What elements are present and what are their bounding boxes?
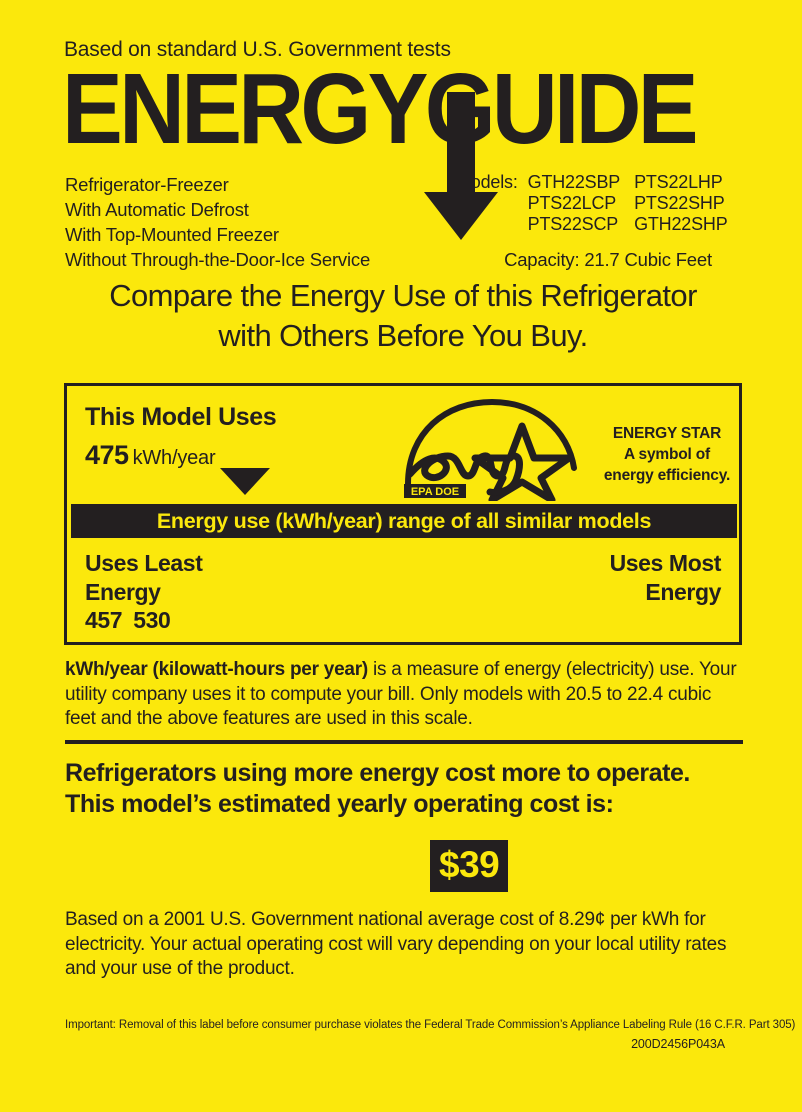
model-number: PTS22LCP [527,193,617,213]
label-content: Based on standard U.S. Government tests … [62,0,795,1112]
kwh-explanation-bold: kWh/year (kilowatt-hours per year) [65,659,368,680]
energy-star-line-3: energy efficiency. [603,467,731,484]
energy-star-line-2: A symbol of [624,446,710,463]
range-bar: Energy use (kWh/year) range of all simil… [71,504,737,538]
usage-marker-triangle-icon [220,468,270,495]
uses-least-line-1: Uses Least [85,550,203,576]
models-columns: GTH22SBP PTS22LCP PTS22SCP PTS22LHP PTS2… [528,172,728,235]
energy-star-logo: EPA DOE [402,396,592,501]
kwh-explanation-rest: is a measure of energy (electricity) use… [65,659,737,729]
compare-headline: Compare the Energy Use of this Refrigera… [64,276,742,356]
feature-item: Without Through-the-Door-Ice Service [65,249,371,270]
models-column-1: GTH22SBP PTS22LCP PTS22SCP [527,172,621,235]
energyguide-wordmark: ENERGYGUIDE [62,53,699,166]
compare-line-1: Compare the Energy Use of this Refrigera… [109,278,697,313]
energy-star-title: ENERGY STAR [612,425,722,442]
uses-most-line-2: Energy [645,579,721,605]
section-divider [65,740,743,744]
down-arrow-icon [424,92,498,240]
feature-item: Refrigerator-Freezer [65,174,229,195]
energy-star-caption: ENERGY STAR A symbol of energy efficienc… [597,423,737,486]
operating-cost-note: Based on a 2001 U.S. Government national… [65,909,727,979]
feature-item: With Automatic Defrost [65,199,249,220]
operating-cost-amount: $39 [430,840,509,892]
model-number: GTH22SHP [634,214,728,234]
footer-part-number: 200D2456P043A [631,1037,725,1051]
feature-list: Refrigerator-Freezer With Automatic Defr… [65,172,370,272]
kwh-explanation: kWh/year (kilowatt-hours per year) is a … [65,658,743,732]
model-number: PTS22LHP [634,172,723,192]
based-on-text: Based on standard U.S. Government tests [64,38,451,61]
models-column-2: PTS22LHP PTS22SHP GTH22SHP [634,172,728,235]
footer-important-notice: Important: Removal of this label before … [65,1019,796,1031]
model-number: PTS22SCP [527,214,619,234]
model-number: GTH22SBP [527,172,621,192]
operating-cost-line-2: This model’s estimated yearly operating … [65,790,614,818]
compare-line-2: with Others Before You Buy. [218,318,588,353]
range-bar-label: Energy use (kWh/year) range of all simil… [156,508,652,533]
uses-least-energy-label: Uses Least Energy [85,549,203,607]
epa-doe-text: EPA DOE [411,486,459,498]
model-number: PTS22SHP [634,193,725,213]
range-high-value: 530 [133,607,171,633]
feature-item: With Top-Mounted Freezer [65,224,279,245]
operating-cost-line-1: Refrigerators using more energy cost mor… [65,759,690,787]
models-block: Models: GTH22SBP PTS22LCP PTS22SCP PTS22… [456,172,742,271]
usage-reading: 475 kWh/year [85,440,216,471]
range-low-value: 457 [85,607,123,633]
uses-most-line-1: Uses Most [609,550,722,576]
usage-value: 475 [85,440,129,470]
range-scale-values: 457 530 [85,607,171,634]
uses-least-line-2: Energy [85,579,161,605]
uses-most-energy-label: Uses Most Energy [609,549,722,607]
usage-unit: kWh/year [132,447,216,469]
this-model-uses-label: This Model Uses [85,403,277,431]
operating-cost-headline: Refrigerators using more energy cost mor… [65,758,743,820]
capacity-text: Capacity: 21.7 Cubic Feet [504,249,712,270]
usage-comparison-box: This Model Uses 475 kWh/year EPA DOE ENER… [64,383,742,645]
models-row: Models: GTH22SBP PTS22LCP PTS22SCP PTS22… [456,172,742,235]
